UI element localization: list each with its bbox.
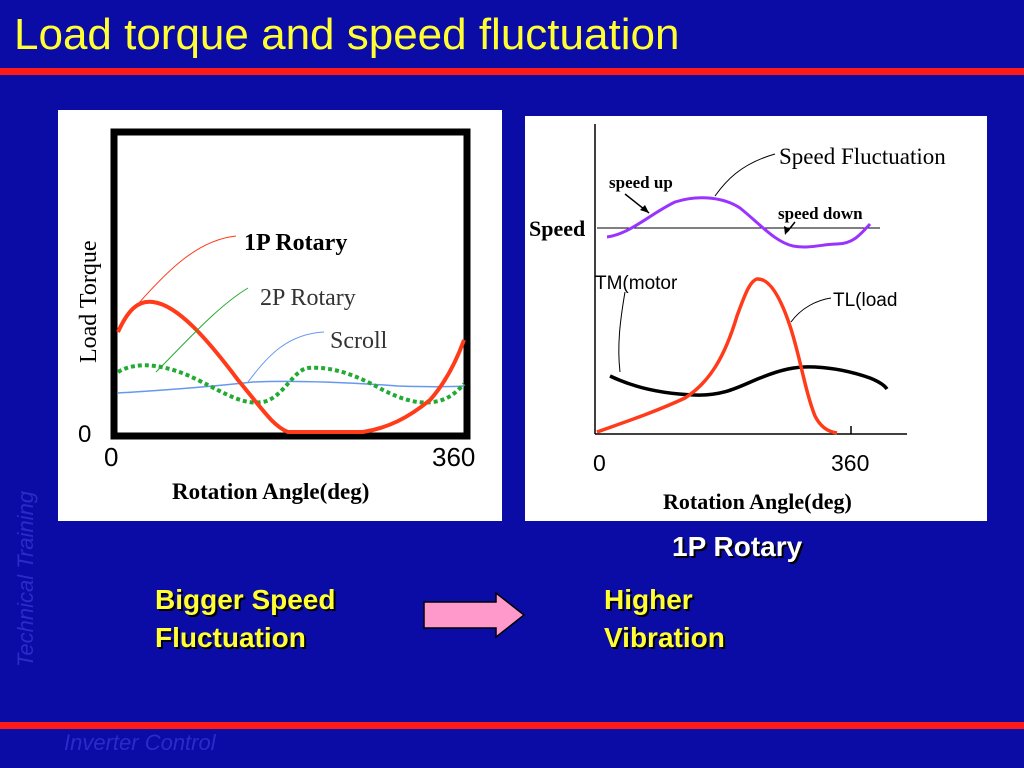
bigger-speed-line2: Fluctuation [155,622,306,653]
higher-vibration-line2: Vibration [604,622,725,653]
speed-fluctuation-label: Speed Fluctuation [779,144,946,169]
load-torque-chart: Load Torque 0 0 360 Rotation Angle(deg) … [76,128,475,504]
right-figure-caption: 1P Rotary [672,531,803,562]
x-axis-label: Rotation Angle(deg) [663,489,852,514]
speed-down-arrowhead [784,226,790,235]
scroll-curve [117,380,465,394]
tl-leader [790,297,832,323]
load-torque-figure: Load Torque 0 0 360 Rotation Angle(deg) … [58,110,502,521]
speed-down-label: speed down [778,204,863,223]
1p-leader-line [137,235,237,305]
speed-up-arrowhead [640,205,649,213]
2p-leader-line [155,287,249,373]
x-start-label: 0 [104,442,118,472]
top-rule [0,68,1024,75]
bigger-speed-line1: Bigger Speed [155,584,336,615]
x-start-label: 0 [593,450,606,476]
speed-label: Speed [529,216,585,241]
side-watermark: Technical Training [13,490,39,668]
x-axis-label: Rotation Angle(deg) [172,479,369,504]
1p-rotary-curve [116,299,466,434]
x-end-label: 360 [432,442,475,472]
label-2p-rotary: 2P Rotary [260,285,356,311]
higher-vibration-caption: Higher Vibration [604,581,725,657]
y-axis-label: Load Torque [76,240,102,363]
y-zero-label: 0 [78,421,91,448]
2p-rotary-curve [116,363,466,405]
tm-label: TM(motor [595,273,678,294]
scroll-leader-line [247,331,325,383]
bottom-watermark: Inverter Control [64,730,216,755]
label-1p-rotary: 1P Rotary [244,230,347,256]
tl-label: TL(load [833,290,897,311]
label-scroll: Scroll [330,328,388,354]
x-end-label: 360 [831,450,869,476]
speed-curve [606,196,872,249]
speed-fluctuation-figure: Speed speed up speed down Speed Fluctuat… [525,116,987,521]
higher-vibration-line1: Higher [604,584,693,615]
tm-leader [618,291,626,373]
right-arrow-icon [423,591,526,639]
speed-fluctuation-chart: Speed speed up speed down Speed Fluctuat… [529,124,946,514]
motor-torque-curve [609,365,889,397]
slide-title: Load torque and speed fluctuation [14,10,680,59]
plot-frame [110,128,471,440]
speed-fluctuation-leader [714,153,776,197]
load-torque-curve [596,277,838,435]
bottom-rule [0,722,1024,729]
bigger-speed-caption: Bigger Speed Fluctuation [155,581,335,657]
speed-up-label: speed up [609,173,673,192]
